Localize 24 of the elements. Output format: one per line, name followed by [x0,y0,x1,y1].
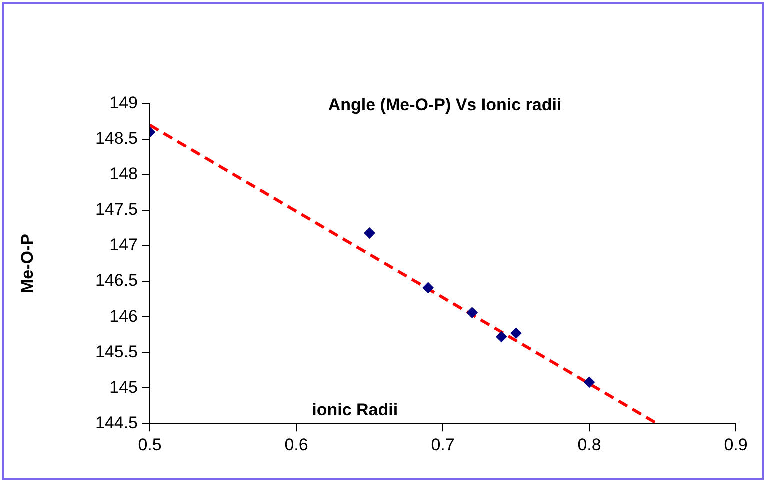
point [496,331,508,342]
point [364,228,376,239]
chart-title: Angle (Me-O-P) Vs Ionic radii [328,96,562,115]
x-tick-label: 0.7 [431,435,455,454]
y-tick-label: 145 [110,378,138,397]
y-tick-label: 146 [110,306,138,326]
y-tick-label: 149 [110,94,138,113]
x-tick-label: 0.9 [724,435,748,454]
y-tick-label: 144.5 [95,413,138,432]
y-tick-label: 145.5 [95,342,138,362]
y-tick-label: 148.5 [95,129,138,148]
point [510,328,522,339]
y-tick-label: 146.5 [95,271,138,290]
y-tick-label: 148 [110,164,138,184]
point [422,282,434,294]
point [466,307,478,318]
x-tick-label: 0.8 [578,435,602,454]
x-tick-label: 0.6 [284,435,308,454]
x-tick-label: 0.5 [138,435,162,454]
y-axis-title: Me-O-P [18,234,37,294]
y-tick-label: 147 [110,236,138,255]
x-axis-title: ionic Radii [312,400,398,420]
point [584,376,595,388]
y-tick-label: 147.5 [95,200,138,220]
